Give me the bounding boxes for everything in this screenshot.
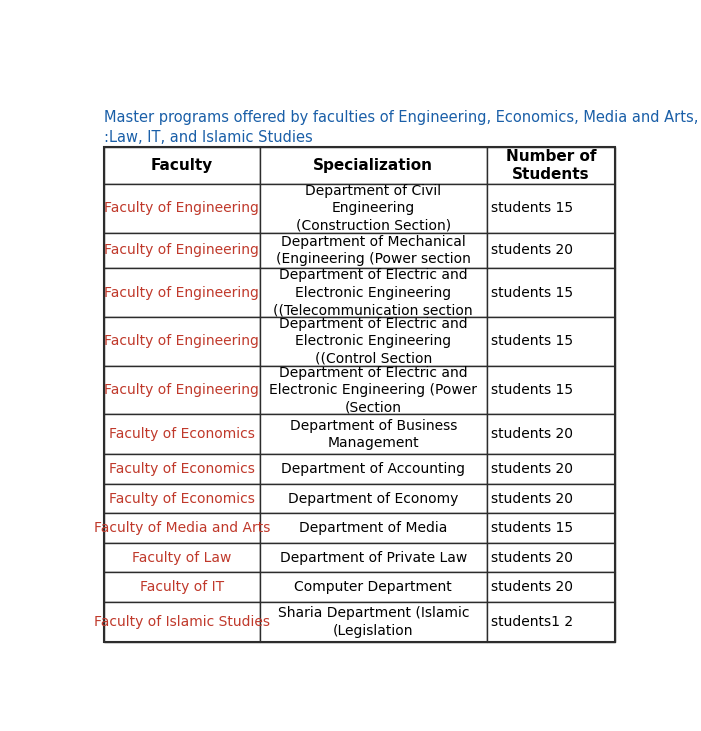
Bar [487,184,615,232]
Text: students 20: students 20 [491,550,573,564]
Bar [104,147,259,184]
Text: Department of Business
Management: Department of Business Management [290,419,457,450]
Text: students 15: students 15 [491,201,573,215]
Bar [104,513,259,543]
Bar [104,454,259,484]
Text: Faculty of Engineering: Faculty of Engineering [104,286,259,300]
Text: Faculty of Engineering: Faculty of Engineering [104,383,259,397]
Bar [259,572,487,602]
Bar [104,366,259,414]
Bar [487,147,615,184]
Text: Master programs offered by faculties of Engineering, Economics, Media and Arts,: Master programs offered by faculties of … [104,110,698,125]
Bar [487,454,615,484]
Text: Faculty of Economics: Faculty of Economics [109,491,254,506]
Text: Department of Electric and
Electronic Engineering
((Telecommunication section: Department of Electric and Electronic En… [273,268,473,317]
Text: students 20: students 20 [491,462,573,476]
Text: students 15: students 15 [491,383,573,397]
Text: students 15: students 15 [491,521,573,535]
Text: students 15: students 15 [491,334,573,348]
Bar [259,513,487,543]
Text: Department of Private Law: Department of Private Law [280,550,467,564]
Text: Faculty of Engineering: Faculty of Engineering [104,334,259,348]
Bar [487,543,615,572]
Text: Faculty of Economics: Faculty of Economics [109,427,254,442]
Text: Sharia Department (Islamic
(Legislation: Sharia Department (Islamic (Legislation [278,607,469,637]
Bar [259,454,487,484]
Text: Number of
Students: Number of Students [505,148,596,182]
Text: Faculty of IT: Faculty of IT [139,580,224,594]
Bar [487,232,615,268]
Bar [487,268,615,317]
Bar [104,317,259,366]
Bar [104,543,259,572]
Text: Faculty: Faculty [151,158,213,173]
Bar [104,572,259,602]
Text: Faculty of Law: Faculty of Law [132,550,231,564]
Bar [259,232,487,268]
Text: Department of Economy: Department of Economy [288,491,458,506]
Bar [259,414,487,454]
Bar [487,366,615,414]
Text: Computer Department: Computer Department [294,580,452,594]
Text: students 15: students 15 [491,286,573,300]
Bar [487,513,615,543]
Text: :Law, IT, and Islamic Studies: :Law, IT, and Islamic Studies [104,130,313,145]
Text: students1 2: students1 2 [491,615,573,629]
Bar [487,572,615,602]
Text: Department of Accounting: Department of Accounting [281,462,465,476]
Text: students 20: students 20 [491,580,573,594]
Bar [487,317,615,366]
Text: Faculty of Islamic Studies: Faculty of Islamic Studies [94,615,270,629]
Bar [259,184,487,232]
Bar [487,414,615,454]
Bar [259,484,487,513]
Text: Department of Civil
Engineering
(Construction Section): Department of Civil Engineering (Constru… [296,184,451,232]
Bar [259,147,487,184]
Bar [259,602,487,642]
Bar [259,268,487,317]
Bar [104,484,259,513]
Bar [259,317,487,366]
Text: students 20: students 20 [491,491,573,506]
Text: Department of Mechanical
(Engineering (Power section: Department of Mechanical (Engineering (P… [276,235,471,266]
Bar [104,602,259,642]
Bar [104,268,259,317]
Text: Department of Electric and
Electronic Engineering (Power
(Section: Department of Electric and Electronic En… [269,366,477,414]
Text: Faculty of Engineering: Faculty of Engineering [104,243,259,257]
Bar [259,543,487,572]
Text: Faculty of Engineering: Faculty of Engineering [104,201,259,215]
Bar [104,147,615,642]
Text: Specialization: Specialization [313,158,433,173]
Bar [259,366,487,414]
Bar [104,414,259,454]
Text: Department of Electric and
Electronic Engineering
((Control Section: Department of Electric and Electronic En… [279,317,468,366]
Bar [104,184,259,232]
Bar [487,602,615,642]
Text: Department of Media: Department of Media [299,521,447,535]
Text: Faculty of Economics: Faculty of Economics [109,462,254,476]
Text: Faculty of Media and Arts: Faculty of Media and Arts [94,521,270,535]
Bar [487,484,615,513]
Text: students 20: students 20 [491,243,573,257]
Bar [104,232,259,268]
Text: students 20: students 20 [491,427,573,442]
